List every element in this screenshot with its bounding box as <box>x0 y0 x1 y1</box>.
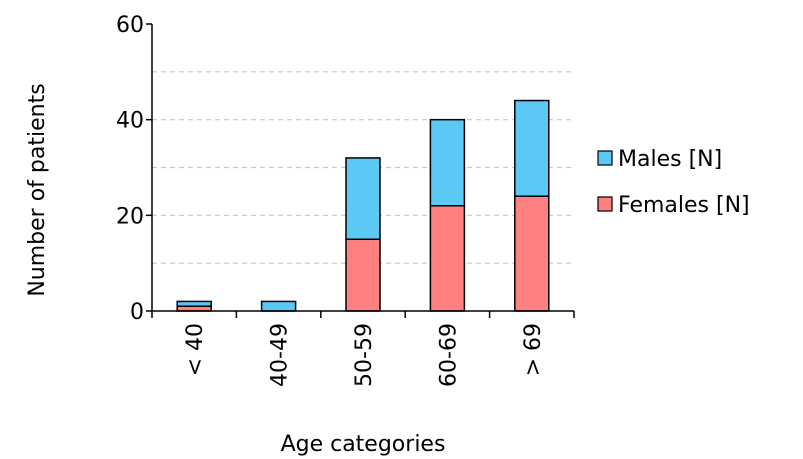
y-tick-label: 20 <box>116 204 144 229</box>
bar-segment <box>345 238 381 312</box>
x-tick-label: 50-59 <box>352 323 377 387</box>
bar-segment <box>514 99 550 197</box>
x-tick-label: > 69 <box>521 323 546 376</box>
x-tick-label: < 40 <box>183 323 208 376</box>
x-tick-label: 40-49 <box>268 323 293 387</box>
y-tick-label: 60 <box>116 13 144 38</box>
bar-segment <box>176 300 212 307</box>
y-tick-label: 0 <box>130 300 144 325</box>
y-ticks: 0 20 40 60 <box>116 13 152 325</box>
x-axis-title: Age categories <box>281 432 446 457</box>
bar-segment <box>260 300 297 312</box>
legend-swatch <box>597 150 613 166</box>
legend-label: Males [N] <box>618 147 722 172</box>
axes <box>151 24 574 312</box>
x-tick-label: 60-69 <box>436 323 461 387</box>
legend-swatch <box>597 196 613 212</box>
x-ticks: < 40 40-49 50-59 60-69 > 69 <box>151 311 575 387</box>
y-tick-label: 40 <box>116 109 144 134</box>
bar-segment <box>429 118 466 207</box>
legend-label: Females [N] <box>618 193 750 218</box>
bars <box>176 99 550 312</box>
legend: Males [N] Females [N] <box>597 147 750 218</box>
bar-segment <box>345 157 381 240</box>
bar-segment <box>429 205 466 312</box>
y-axis-title: Number of patients <box>25 83 50 296</box>
bar-segment <box>514 195 550 312</box>
